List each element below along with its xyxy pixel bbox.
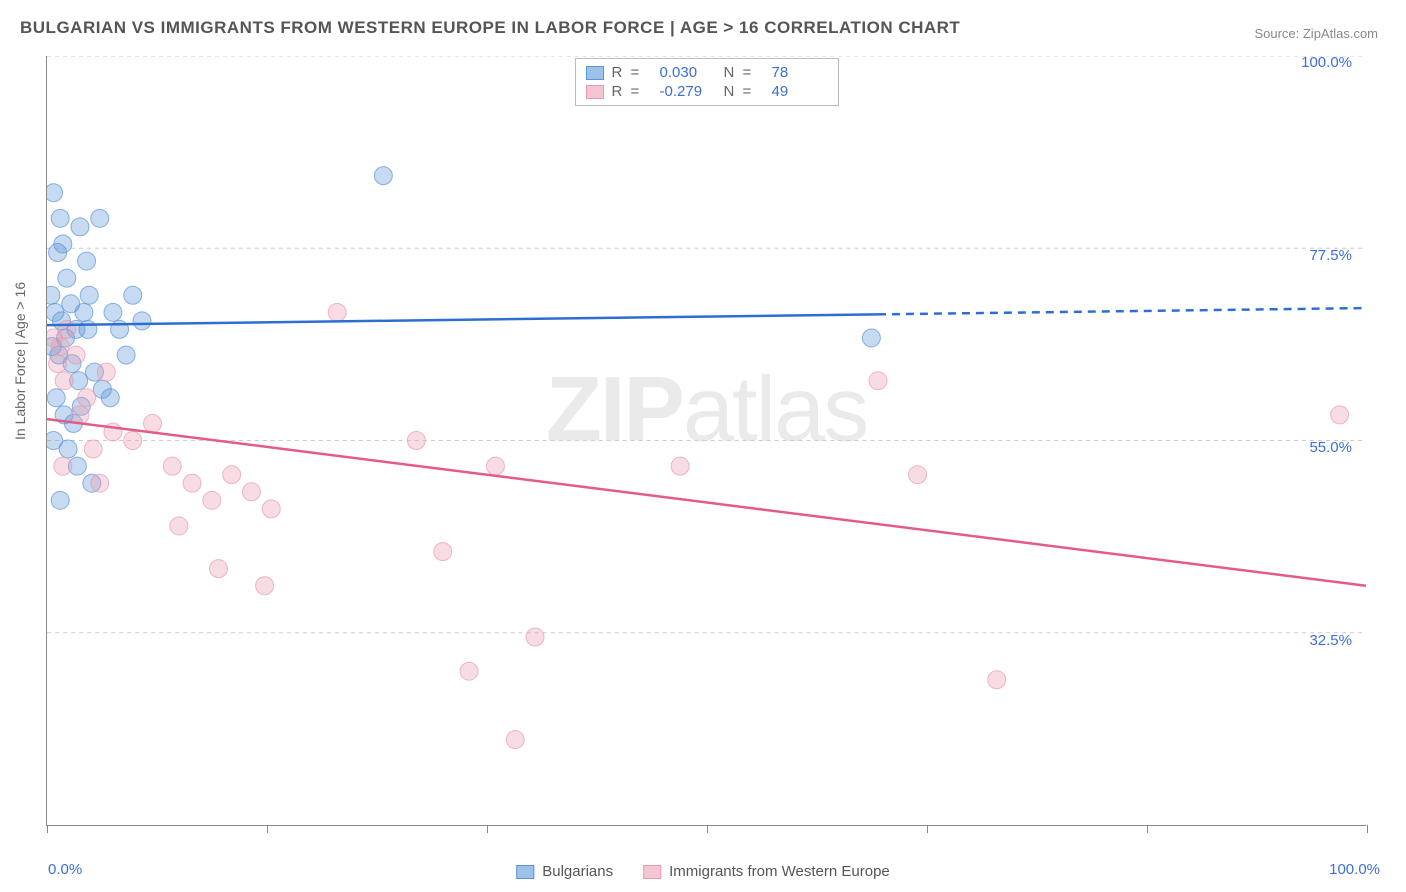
- legend-item: Bulgarians: [516, 863, 613, 880]
- scatter-point: [203, 491, 221, 509]
- scatter-point: [58, 320, 76, 338]
- scatter-point: [209, 560, 227, 578]
- scatter-point: [671, 457, 689, 475]
- scatter-point: [242, 483, 260, 501]
- scatter-point: [49, 244, 67, 262]
- stats-legend-box: R = 0.030 N = 78 R = -0.279 N = 49: [575, 58, 839, 106]
- scatter-point: [256, 577, 274, 595]
- bottom-legend: Bulgarians Immigrants from Western Europ…: [516, 863, 890, 880]
- scatter-point: [79, 320, 97, 338]
- x-tick: [47, 825, 48, 833]
- scatter-point: [55, 372, 73, 390]
- swatch-icon: [586, 85, 604, 99]
- scatter-point: [101, 389, 119, 407]
- scatter-point: [909, 466, 927, 484]
- scatter-point: [223, 466, 241, 484]
- scatter-point: [104, 303, 122, 321]
- y-axis-label: In Labor Force | Age > 16: [12, 282, 28, 440]
- scatter-point: [144, 414, 162, 432]
- x-tick: [487, 825, 488, 833]
- scatter-point: [170, 517, 188, 535]
- scatter-point: [51, 338, 69, 356]
- x-tick: [1367, 825, 1368, 833]
- scatter-point: [67, 346, 85, 364]
- scatter-point: [80, 286, 98, 304]
- scatter-point: [988, 671, 1006, 689]
- x-tick: [1147, 825, 1148, 833]
- scatter-point: [1331, 406, 1349, 424]
- stats-row: R = 0.030 N = 78: [586, 63, 828, 82]
- scatter-point: [486, 457, 504, 475]
- scatter-point: [869, 372, 887, 390]
- trend-line-extrapolated: [878, 308, 1366, 314]
- scatter-point: [59, 440, 77, 458]
- scatter-point: [78, 389, 96, 407]
- scatter-point: [71, 406, 89, 424]
- legend-item: Immigrants from Western Europe: [643, 863, 890, 880]
- x-tick: [267, 825, 268, 833]
- scatter-point: [84, 440, 102, 458]
- scatter-point: [526, 628, 544, 646]
- scatter-point: [91, 474, 109, 492]
- scatter-point: [97, 363, 115, 381]
- swatch-icon: [516, 865, 534, 879]
- scatter-point: [58, 269, 76, 287]
- plot-area: ZIPatlas R = 0.030 N = 78 R = -0.279 N =…: [46, 56, 1366, 826]
- scatter-point: [75, 303, 93, 321]
- scatter-point: [183, 474, 201, 492]
- scatter-point: [374, 167, 392, 185]
- scatter-point: [49, 355, 67, 373]
- trend-line: [47, 314, 878, 325]
- scatter-point: [47, 389, 65, 407]
- scatter-point: [163, 457, 181, 475]
- scatter-point: [434, 543, 452, 561]
- scatter-point: [47, 286, 60, 304]
- scatter-point: [506, 731, 524, 749]
- trend-line: [47, 419, 1366, 586]
- swatch-icon: [643, 865, 661, 879]
- scatter-point: [328, 303, 346, 321]
- x-axis-start-label: 0.0%: [48, 861, 82, 878]
- scatter-point: [407, 432, 425, 450]
- stats-row: R = -0.279 N = 49: [586, 82, 828, 101]
- scatter-point: [71, 218, 89, 236]
- scatter-point: [124, 432, 142, 450]
- scatter-point: [51, 491, 69, 509]
- scatter-point: [117, 346, 135, 364]
- chart-container: BULGARIAN VS IMMIGRANTS FROM WESTERN EUR…: [0, 0, 1406, 892]
- scatter-svg: [47, 56, 1366, 825]
- scatter-point: [862, 329, 880, 347]
- x-axis-end-label: 100.0%: [1329, 861, 1380, 878]
- scatter-point: [51, 209, 69, 227]
- x-tick: [707, 825, 708, 833]
- scatter-point: [91, 209, 109, 227]
- scatter-point: [262, 500, 280, 518]
- scatter-point: [460, 662, 478, 680]
- scatter-point: [124, 286, 142, 304]
- scatter-point: [78, 252, 96, 270]
- scatter-point: [47, 184, 63, 202]
- scatter-point: [54, 457, 72, 475]
- x-tick: [927, 825, 928, 833]
- swatch-icon: [586, 66, 604, 80]
- source-label: Source: ZipAtlas.com: [1254, 26, 1378, 41]
- scatter-point: [133, 312, 151, 330]
- chart-title: BULGARIAN VS IMMIGRANTS FROM WESTERN EUR…: [20, 18, 960, 38]
